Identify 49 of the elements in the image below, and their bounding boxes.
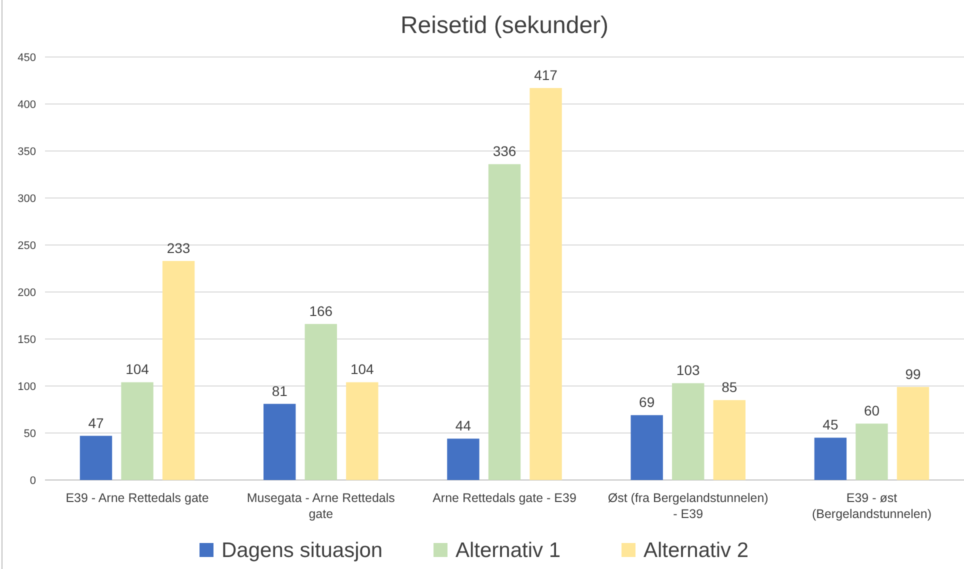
bar	[264, 404, 296, 480]
x-tick-label: Arne Rettedals gate - E39	[432, 491, 576, 505]
data-label: 233	[166, 240, 190, 256]
data-label: 104	[126, 361, 150, 378]
data-label: 81	[272, 382, 288, 399]
y-tick-label: 100	[18, 381, 36, 393]
data-label: 103	[676, 362, 700, 378]
bar	[856, 424, 888, 480]
data-label: 44	[455, 418, 472, 434]
x-tick-label: E39 - øst (Bergelandstunnelen)	[812, 491, 932, 521]
chart-title: Reisetid (sekunder)	[400, 12, 609, 39]
y-tick-label: 400	[18, 99, 36, 111]
data-label: 166	[309, 302, 333, 319]
bar	[80, 436, 112, 480]
y-tick-label: 300	[18, 193, 36, 205]
legend-label: Alternativ 1	[456, 539, 561, 562]
bar	[672, 383, 704, 480]
data-label: 60	[864, 402, 880, 419]
bar	[530, 88, 562, 480]
y-tick-label: 50	[24, 428, 36, 440]
data-label: 104	[350, 361, 374, 378]
bar	[814, 438, 847, 480]
x-tick-label: E39 - Arne Rettedals gate	[66, 491, 209, 505]
data-label: 47	[88, 414, 104, 431]
bar	[630, 415, 663, 480]
bar	[488, 164, 521, 480]
y-tick-label: 200	[18, 287, 36, 299]
data-label: 45	[822, 416, 838, 433]
bar	[447, 438, 480, 480]
y-tick-label: 450	[18, 52, 36, 64]
y-tick-label: 250	[18, 240, 36, 252]
data-label: 417	[534, 67, 558, 84]
y-tick-label: 150	[18, 334, 36, 346]
data-label: 69	[639, 394, 655, 410]
bar	[162, 260, 195, 480]
data-label: 99	[905, 366, 922, 382]
bar	[713, 400, 746, 480]
y-tick-label: 0	[30, 475, 36, 487]
bar	[896, 386, 930, 480]
data-label: 336	[492, 143, 516, 160]
legend-label: Dagens situasjon	[222, 539, 383, 562]
x-tick-label: Musegata - Arne Rettedals gate	[246, 491, 395, 521]
bar	[346, 382, 378, 480]
bar	[121, 382, 154, 480]
x-tick-label: Øst (fra Bergelandstunnelen) - E39	[608, 491, 768, 521]
legend-label: Alternativ 2	[644, 539, 749, 562]
bar	[304, 324, 337, 480]
y-tick-label: 350	[18, 146, 36, 158]
data-label: 85	[722, 379, 738, 396]
